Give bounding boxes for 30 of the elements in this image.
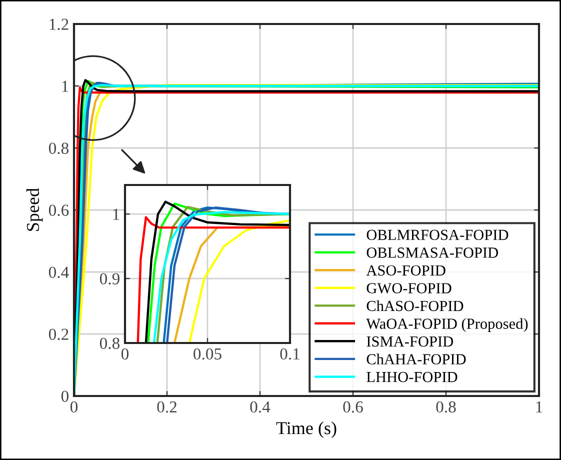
x-tick-label: 0.05 [194,348,222,360]
x-tick-label: 0 [70,401,78,413]
y-tick-label: 0.8 [100,338,120,350]
x-tick-label: 0.6 [343,401,363,413]
x-tick-label: 0 [121,348,129,360]
y-tick-label: 1.2 [50,18,68,30]
x-tick-label: 0.4 [250,401,270,413]
legend-label: ChASO-FOPID [366,300,464,312]
legend-label: OBLSMASA-FOPID [366,248,498,258]
y-tick-label: 1 [62,80,68,92]
y-tick-label: 0.4 [48,266,69,278]
legend-label: ChAHA-FOPID [366,354,466,364]
y-tick-label: 0.9 [100,273,120,285]
x-tick-label: 0.1 [280,348,300,360]
y-tick-label: 0.8 [48,142,69,154]
y-tick-label: 0.2 [48,328,68,340]
x-tick-label: 1 [536,401,542,412]
y-tick-label: 0.6 [48,204,69,216]
y-tick-label: 1 [113,208,120,220]
x-tick-label: 0.2 [157,401,176,413]
x-axis-title: Time (s) [276,422,336,438]
y-tick-label: 0 [61,390,69,402]
legend-label: OBLMRFOSA-FOPID [366,230,508,240]
x-tick-label: 0.8 [436,401,456,413]
legend-label: LHHO-FOPID [366,372,458,382]
legend-label: WaOA-FOPID (Proposed) [366,318,528,332]
y-axis-title: Speed [26,188,43,231]
legend-label: GWO-FOPID [366,283,452,294]
legend-label: ASO-FOPID [366,265,446,276]
legend-label: ISMA-FOPID [366,336,453,347]
